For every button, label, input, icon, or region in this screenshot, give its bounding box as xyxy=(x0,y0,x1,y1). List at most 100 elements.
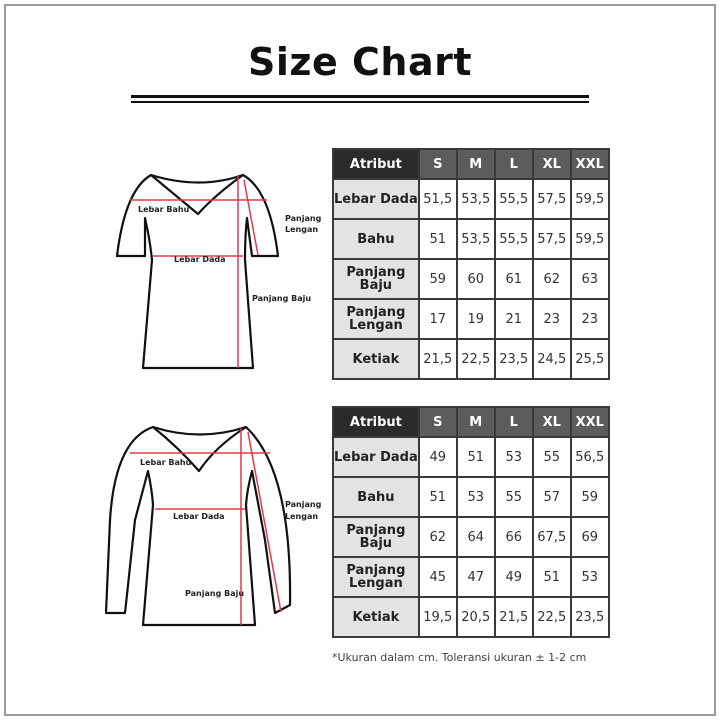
size-value: 21 xyxy=(493,298,534,340)
label-lebar-bahu: Lebar Bahu xyxy=(138,205,190,214)
size-value: 25,5 xyxy=(569,338,610,380)
size-value: 59 xyxy=(417,258,458,300)
size-value: 17 xyxy=(417,298,458,340)
size-value: 51 xyxy=(417,476,458,518)
size-value: 62 xyxy=(417,516,458,558)
size-value: 49 xyxy=(417,436,458,478)
table-row: Ketiak 21,5 22,5 23,5 24,5 25,5 xyxy=(332,338,610,380)
row-label: Panjang Baju xyxy=(332,258,420,300)
label-panjang-lengan: Lengan xyxy=(285,225,318,234)
size-value: 51,5 xyxy=(417,178,458,220)
long-sleeve-measure-lines xyxy=(130,427,282,625)
table-row: Lebar Dada 49 51 53 55 56,5 xyxy=(332,436,610,478)
size-value: 49 xyxy=(493,556,534,598)
size-value: 51 xyxy=(417,218,458,260)
size-value: 59,5 xyxy=(569,178,610,220)
size-value: 22,5 xyxy=(531,596,572,638)
size-value: 55,5 xyxy=(493,178,534,220)
header-size: S xyxy=(417,148,458,180)
size-value: 55 xyxy=(493,476,534,518)
table-row: Lebar Dada 51,5 53,5 55,5 57,5 59,5 xyxy=(332,178,610,220)
size-value: 67,5 xyxy=(531,516,572,558)
size-table-short-sleeve: Atribut S M L XL XXL Lebar Dada 51,5 53,5 55,5 57,… xyxy=(332,148,610,380)
table-header-row: Atribut S M L XL XXL xyxy=(332,406,610,438)
label-lebar-bahu: Lebar Bahu xyxy=(140,458,192,467)
header-size: M xyxy=(455,406,496,438)
size-value: 51 xyxy=(455,436,496,478)
size-value: 53 xyxy=(455,476,496,518)
size-value: 19,5 xyxy=(417,596,458,638)
table-row: Panjang Baju 62 64 66 67,5 69 xyxy=(332,516,610,558)
header-size: L xyxy=(493,406,534,438)
header-size: S xyxy=(417,406,458,438)
size-value: 53 xyxy=(493,436,534,478)
row-label: Bahu xyxy=(332,476,420,518)
size-note: *Ukuran dalam cm. Toleransi ukuran ± 1-2… xyxy=(332,651,587,664)
title-divider xyxy=(131,95,589,98)
row-label: Lebar Dada xyxy=(332,178,420,220)
table-row: Panjang Lengan 45 47 49 51 53 xyxy=(332,556,610,598)
size-value: 55,5 xyxy=(493,218,534,260)
size-value: 63 xyxy=(569,258,610,300)
size-value: 45 xyxy=(417,556,458,598)
label-panjang-baju: Panjang Baju xyxy=(185,589,244,598)
size-value: 59,5 xyxy=(569,218,610,260)
short-sleeve-shirt-diagram xyxy=(115,173,280,370)
size-value: 47 xyxy=(455,556,496,598)
size-value: 20,5 xyxy=(455,596,496,638)
size-value: 23 xyxy=(569,298,610,340)
row-label: Ketiak xyxy=(332,596,420,638)
size-value: 53,5 xyxy=(455,218,496,260)
label-panjang-lengan: Panjang xyxy=(285,214,322,223)
row-label: Panjang Lengan xyxy=(332,556,420,598)
row-label: Lebar Dada xyxy=(332,436,420,478)
table-row: Ketiak 19,5 20,5 21,5 22,5 23,5 xyxy=(332,596,610,638)
header-atribut: Atribut xyxy=(332,148,420,180)
row-label: Panjang Baju xyxy=(332,516,420,558)
size-value: 64 xyxy=(455,516,496,558)
size-value: 62 xyxy=(531,258,572,300)
size-value: 60 xyxy=(455,258,496,300)
label-panjang-lengan: Lengan xyxy=(285,512,318,521)
row-label: Ketiak xyxy=(332,338,420,380)
table-header-row: Atribut S M L XL XXL xyxy=(332,148,610,180)
size-value: 23,5 xyxy=(569,596,610,638)
size-value: 53,5 xyxy=(455,178,496,220)
page-title: Size Chart xyxy=(247,40,472,84)
size-value: 21,5 xyxy=(417,338,458,380)
short-sleeve-measure-lines xyxy=(130,175,267,368)
title-divider xyxy=(131,101,589,103)
table-row: Bahu 51 53,5 55,5 57,5 59,5 xyxy=(332,218,610,260)
size-value: 66 xyxy=(493,516,534,558)
size-value: 19 xyxy=(455,298,496,340)
size-value: 23,5 xyxy=(493,338,534,380)
header-size: M xyxy=(455,148,496,180)
row-label: Bahu xyxy=(332,218,420,260)
size-value: 55 xyxy=(531,436,572,478)
table-row: Panjang Baju 59 60 61 62 63 xyxy=(332,258,610,300)
size-value: 22,5 xyxy=(455,338,496,380)
size-value: 21,5 xyxy=(493,596,534,638)
image-frame xyxy=(4,4,716,716)
size-value: 57 xyxy=(531,476,572,518)
size-value: 57,5 xyxy=(531,178,572,220)
label-lebar-dada: Lebar Dada xyxy=(173,512,225,521)
size-table-long-sleeve: Atribut S M L XL XXL Lebar Dada 49 51 53 55 56,5 Bah… xyxy=(332,406,610,638)
label-lebar-dada: Lebar Dada xyxy=(174,255,226,264)
size-value: 53 xyxy=(569,556,610,598)
header-size: L xyxy=(493,148,534,180)
long-sleeve-shirt-diagram xyxy=(104,425,292,627)
label-panjang-lengan: Panjang xyxy=(285,500,322,509)
table-row: Panjang Lengan 17 19 21 23 23 xyxy=(332,298,610,340)
header-size: XXL xyxy=(569,406,610,438)
size-value: 56,5 xyxy=(569,436,610,478)
size-value: 59 xyxy=(569,476,610,518)
row-label: Panjang Lengan xyxy=(332,298,420,340)
size-value: 23 xyxy=(531,298,572,340)
size-value: 51 xyxy=(531,556,572,598)
header-size: XXL xyxy=(569,148,610,180)
label-panjang-baju: Panjang Baju xyxy=(252,294,311,303)
size-value: 24,5 xyxy=(531,338,572,380)
size-value: 61 xyxy=(493,258,534,300)
